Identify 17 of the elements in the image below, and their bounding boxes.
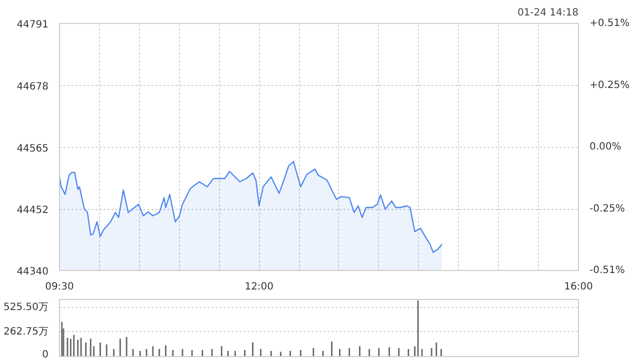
x-tick-label: 12:00 [244, 282, 274, 292]
text: 01-24 14:18 [517, 8, 579, 18]
y-tick-label: 0 [42, 350, 49, 360]
y-tick-label: 44452 [16, 205, 48, 216]
x-tick-label: 16:00 [564, 282, 593, 292]
y-tick-label: 44678 [16, 81, 48, 92]
y-tick-label: 525.50万 [4, 302, 49, 313]
y2-tick-label: 0.00% [590, 142, 622, 152]
y2-tick-label: -0.51% [590, 265, 625, 276]
y-tick-label: 44565 [16, 143, 48, 154]
x-tick-label: 09:30 [45, 282, 74, 292]
y2-tick-label: -0.25% [590, 203, 625, 214]
y-tick-label: 44340 [16, 266, 48, 278]
y2-tick-label: +0.25% [590, 80, 630, 91]
y-tick-label: 262.75万 [4, 326, 49, 338]
y2-tick-label: +0.51% [590, 18, 630, 29]
y-tick-label: 44791 [16, 20, 48, 30]
